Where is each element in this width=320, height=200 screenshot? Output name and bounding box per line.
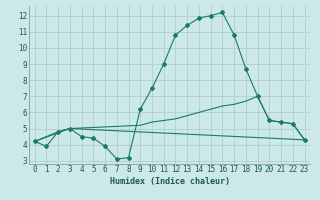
X-axis label: Humidex (Indice chaleur): Humidex (Indice chaleur) [109, 177, 229, 186]
